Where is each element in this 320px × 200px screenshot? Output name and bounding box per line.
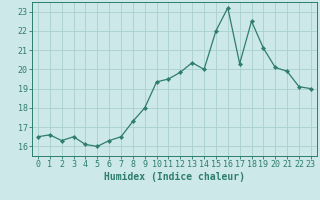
X-axis label: Humidex (Indice chaleur): Humidex (Indice chaleur) — [104, 172, 245, 182]
